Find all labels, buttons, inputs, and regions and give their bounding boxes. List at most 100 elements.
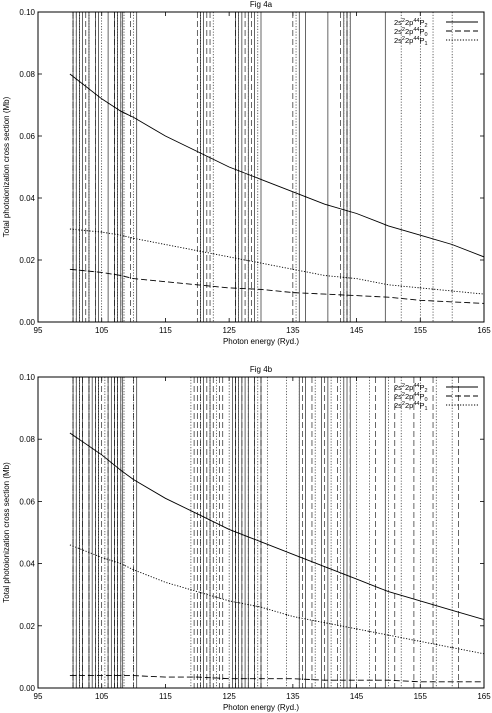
resonance-base-point	[117, 234, 119, 236]
legend-superscript: 2	[402, 36, 405, 42]
y-tick-label: 0.04	[19, 194, 35, 203]
legend-superscript: 2	[402, 392, 405, 398]
series-line	[69, 675, 484, 683]
resonance-base-point	[247, 260, 249, 262]
y-axis-label: Total photoionization cross section (Mb)	[2, 462, 11, 603]
legend-text-part: P	[419, 383, 424, 392]
resonance-base-point	[78, 80, 81, 83]
x-tick-label: 95	[34, 692, 43, 701]
resonance-base-point	[457, 681, 460, 683]
legend-superscript: 2	[402, 18, 405, 24]
resonance-base-point	[238, 258, 240, 260]
resonance-base-point	[101, 231, 103, 233]
resonance-base-point	[292, 291, 294, 294]
chart-title: Fig 4b	[250, 365, 273, 374]
resonance-base-point	[212, 677, 214, 679]
y-tick-label: 0.10	[19, 373, 35, 382]
resonance-base-point	[85, 270, 87, 272]
x-tick-label: 145	[350, 692, 364, 701]
resonance-base-point	[113, 464, 116, 466]
resonance-base-point	[346, 294, 348, 296]
plot-area	[69, 12, 484, 322]
resonance-base-point	[82, 83, 84, 85]
resonance-base-point	[257, 261, 259, 264]
resonance-base-point	[368, 630, 370, 632]
resonance-base-point	[203, 516, 205, 518]
resonance-base-point	[305, 196, 307, 198]
legend-text-part: 2p	[405, 383, 413, 392]
resonance-base-point	[305, 558, 307, 560]
resonance-base-point	[355, 628, 358, 630]
resonance-base-point	[129, 277, 131, 279]
y-tick-label: 0.08	[19, 435, 35, 444]
resonance-base-point	[343, 276, 345, 278]
resonance-base-point	[244, 288, 246, 290]
x-tick-label: 135	[286, 326, 300, 335]
legend-text-part: 2s	[394, 392, 402, 401]
x-tick-label: 165	[477, 692, 491, 701]
resonance-base-point	[254, 176, 256, 178]
resonance-base-point	[72, 674, 74, 677]
resonance-base-point	[113, 674, 116, 677]
legend-subscript: 0	[424, 397, 427, 403]
y-tick-label: 0.00	[19, 684, 35, 693]
x-tick-label: 145	[350, 326, 364, 335]
legend-text-part: P	[419, 27, 424, 36]
resonance-base-point	[432, 288, 434, 290]
legend-superscript: 4	[413, 27, 416, 33]
resonance-base-point	[199, 250, 202, 252]
resonance-base-point	[72, 545, 74, 547]
resonance-base-point	[132, 674, 135, 677]
resonance-base-point	[238, 170, 240, 172]
resonance-base-point	[451, 290, 453, 292]
resonance-base-point	[107, 674, 109, 677]
legend-superscript: 2	[402, 383, 405, 389]
resonance-base-point	[206, 285, 208, 287]
legend-text-part: 2p	[405, 27, 413, 36]
resonance-base-point	[136, 480, 138, 483]
resonance-base-point	[343, 209, 345, 211]
resonance-base-point	[209, 594, 211, 596]
resonance-base-point	[196, 676, 198, 678]
series-line	[69, 544, 484, 655]
resonance-base-point	[222, 677, 224, 679]
y-tick-label: 0.04	[19, 560, 35, 569]
x-tick-label: 155	[414, 692, 428, 701]
resonance-base-point	[387, 634, 390, 636]
legend-superscript: 4	[416, 383, 419, 389]
legend-subscript: 1	[424, 41, 427, 47]
resonance-base-point	[104, 557, 106, 560]
resonance-base-point	[193, 676, 195, 678]
legend-entry-label: 2s22p44P0	[394, 392, 428, 403]
resonance-base-point	[384, 589, 386, 591]
resonance-base-point	[75, 674, 77, 677]
y-tick-label: 0.06	[19, 132, 35, 141]
legend-text-part: 2s	[394, 383, 402, 392]
legend-superscript: 4	[413, 383, 416, 389]
y-tick-label: 0.06	[19, 497, 35, 506]
resonance-base-point	[419, 640, 421, 642]
resonance-base-point	[203, 154, 205, 156]
resonance-base-point	[107, 102, 109, 104]
resonance-base-point	[196, 284, 198, 286]
resonance-base-point	[120, 674, 122, 677]
resonance-base-point	[88, 674, 90, 677]
legend-superscript: 2	[402, 401, 405, 407]
legend-text-part: 2s	[394, 36, 402, 45]
resonance-base-point	[413, 680, 415, 683]
resonance-base-point	[117, 108, 119, 110]
resonance-base-point	[97, 95, 100, 97]
resonance-base-point	[206, 676, 208, 679]
resonance-base-point	[250, 288, 253, 290]
x-tick-label: 155	[414, 326, 428, 335]
y-tick-label: 0.00	[19, 318, 35, 327]
legend-text-part: 2s	[394, 27, 402, 36]
legend-entry-label: 2s22p44P1	[394, 401, 428, 412]
resonance-base-point	[215, 596, 217, 598]
legend-superscript: 4	[416, 392, 419, 398]
plot-frame	[37, 376, 485, 689]
resonance-base-point	[123, 235, 125, 237]
resonance-base-point	[110, 461, 112, 464]
resonance-base-point	[199, 591, 202, 594]
legend-text-part: P	[419, 401, 424, 410]
